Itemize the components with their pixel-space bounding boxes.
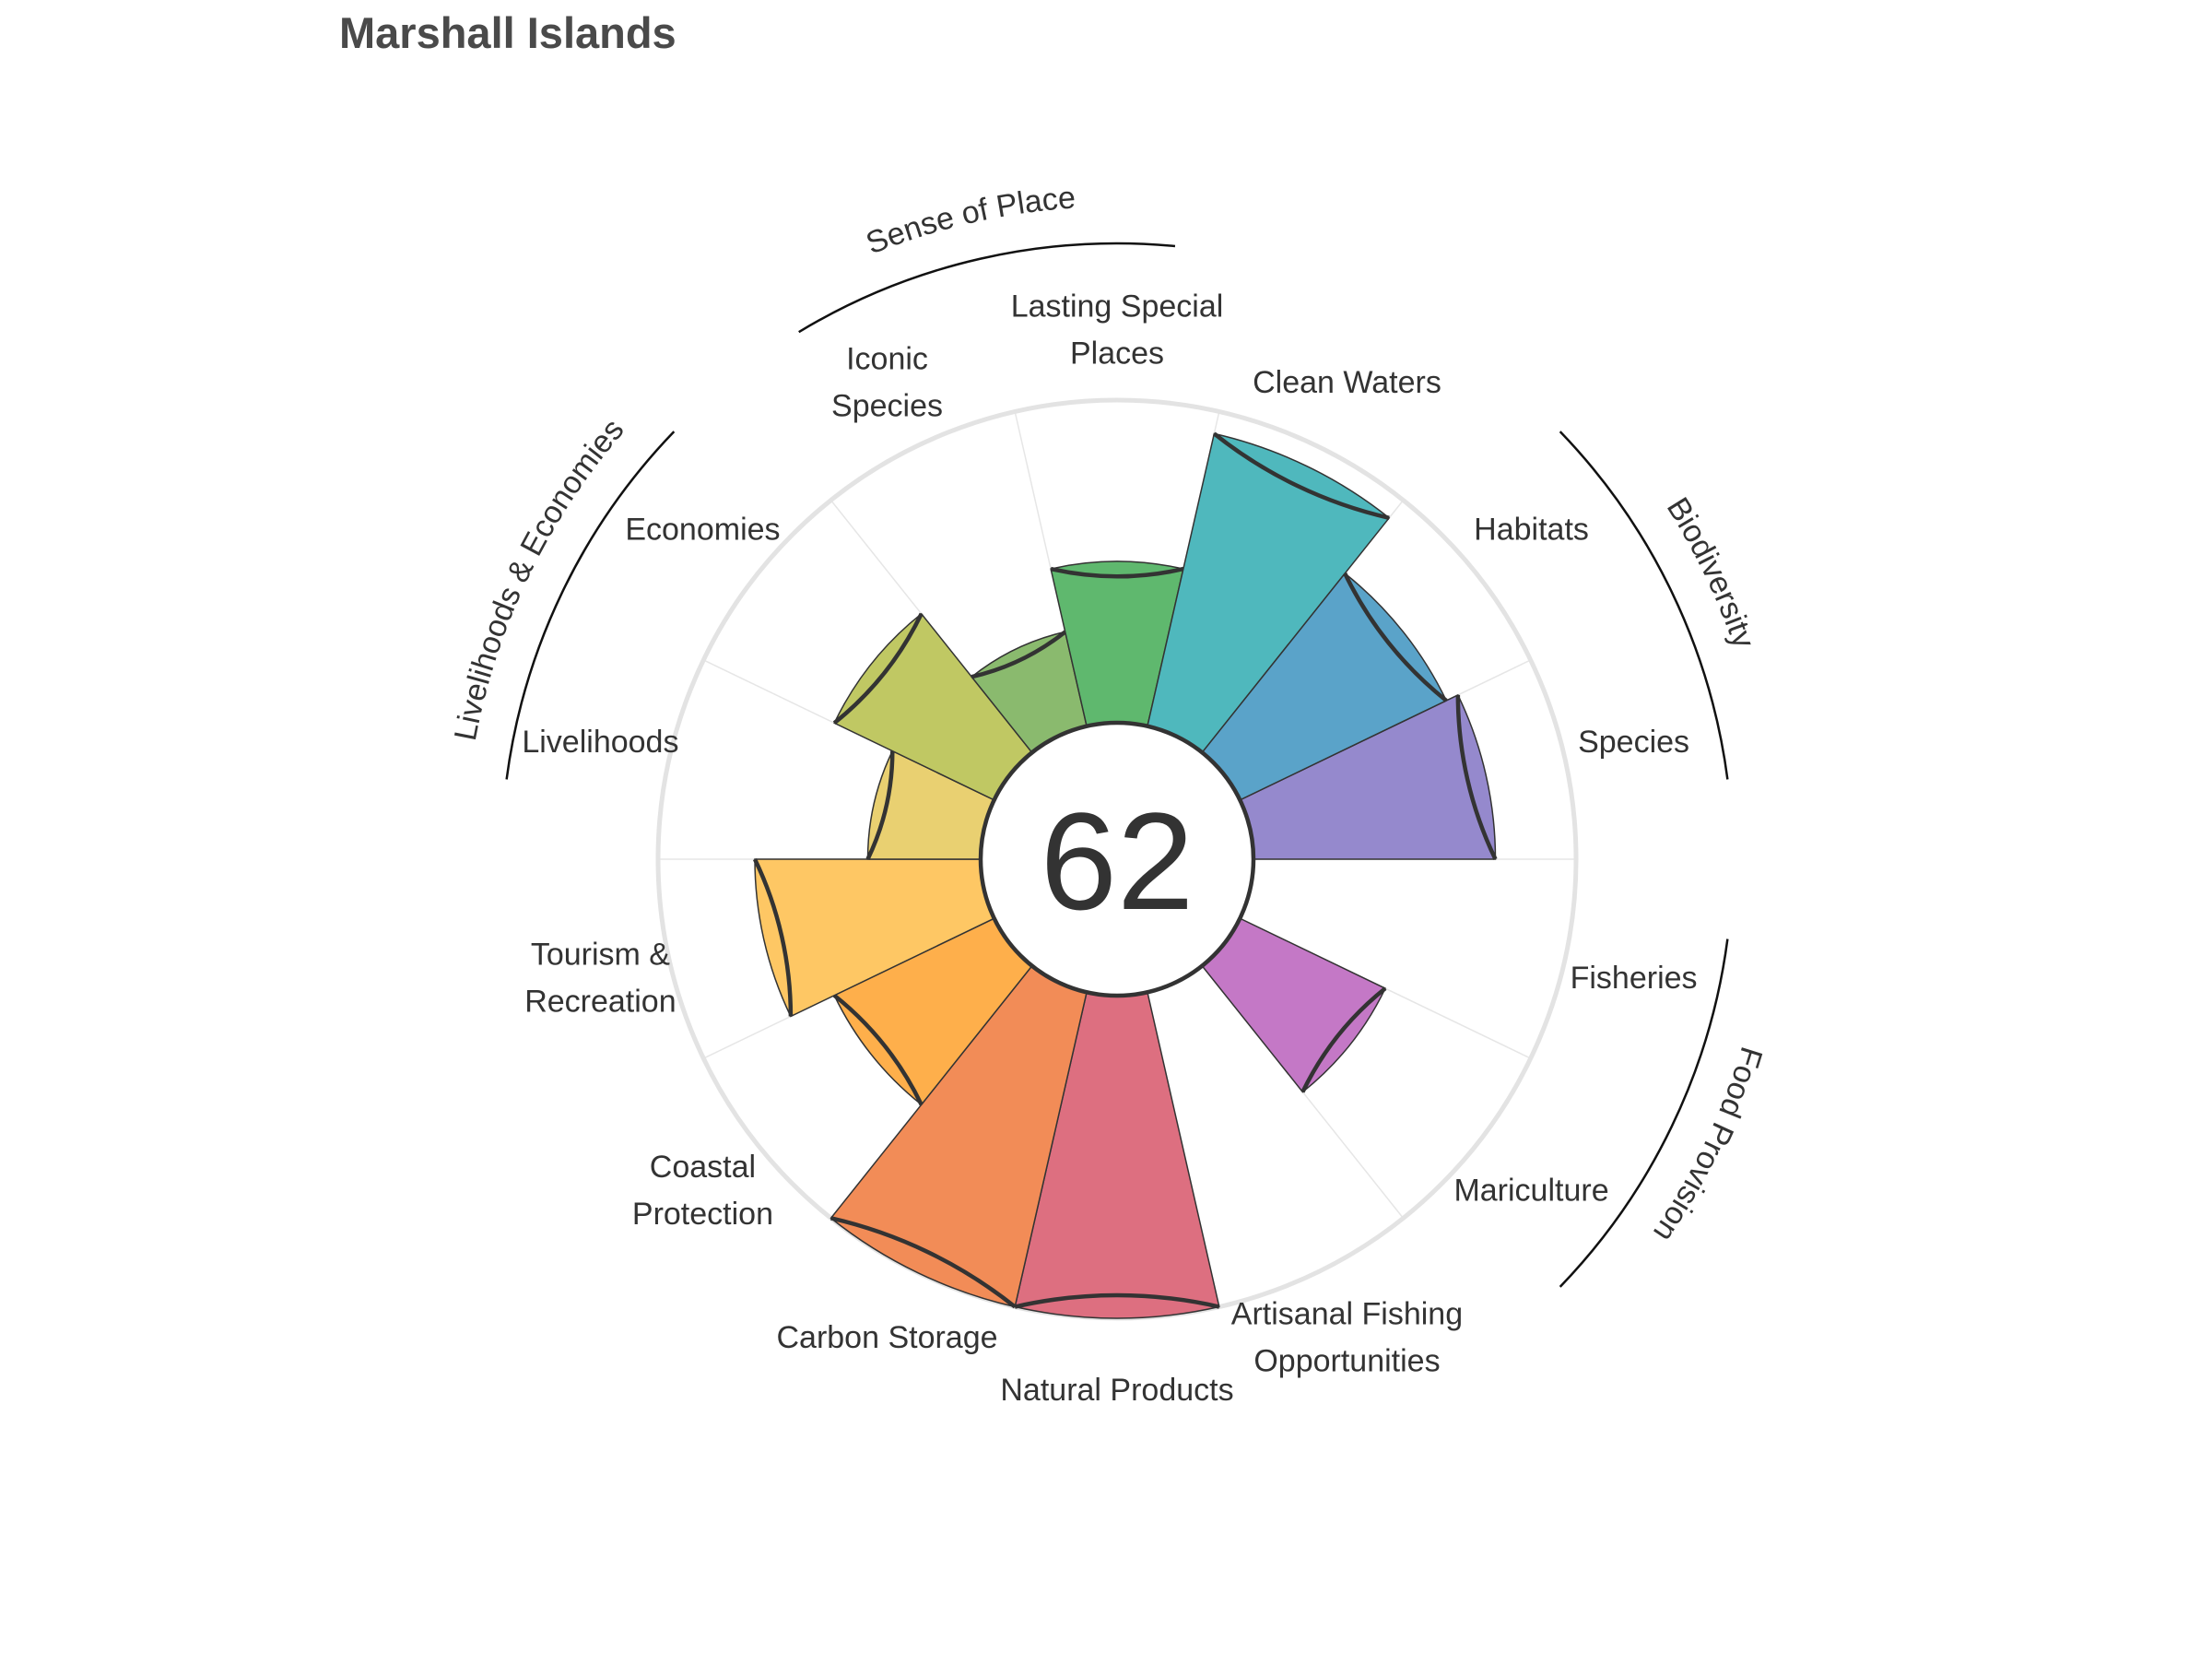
petal-edge-lasting-special-places bbox=[971, 630, 1067, 679]
petal-artisanal-fishing-opportunities bbox=[1201, 917, 1387, 1093]
group-label-sense-of-place: Sense of Place bbox=[862, 180, 1077, 261]
petal-edge-tourism-and-recreation bbox=[832, 993, 924, 1106]
group-arc-sense-of-place bbox=[798, 242, 1176, 334]
group-label-livelihoods-and-economies: Livelihoods & Economies bbox=[448, 412, 630, 743]
petal-edge-carbon-storage bbox=[1014, 1292, 1220, 1309]
center-disc bbox=[978, 720, 1256, 998]
petal-edge-habitats bbox=[1212, 431, 1390, 520]
petal-edge-species bbox=[1343, 572, 1448, 702]
axis-label-habitats: Habitats bbox=[1474, 512, 1589, 547]
petal-edge-clean-waters bbox=[1050, 566, 1184, 579]
group-arc-livelihoods-and-economies bbox=[505, 431, 676, 780]
group-label-food-provision: Food Provision bbox=[1646, 1043, 1769, 1248]
overall-score: 62 bbox=[1041, 784, 1194, 938]
petal-edge-iconic-species bbox=[832, 612, 924, 726]
group-label-biodiversity: Biodiversity bbox=[1660, 491, 1761, 653]
axis-label-lasting-special-places: Lasting Special Places bbox=[1011, 289, 1224, 372]
axis-label-coastal-protection: Coastal Protection bbox=[632, 1150, 773, 1232]
chart-title: Marshall Islands bbox=[339, 8, 677, 57]
axis-label-clean-waters: Clean Waters bbox=[1253, 365, 1441, 400]
axis-label-natural-products: Natural Products bbox=[1000, 1373, 1233, 1408]
petal-edge-coastal-protection bbox=[830, 1216, 1017, 1309]
axis-label-iconic-species: Iconic Species bbox=[831, 341, 943, 423]
petal-edge-fisheries bbox=[1455, 694, 1498, 860]
axis-label-carbon-storage: Carbon Storage bbox=[776, 1320, 997, 1355]
petal-edge-economies bbox=[865, 750, 895, 860]
petal-edge-livelihoods bbox=[752, 858, 794, 1017]
axis-label-economies: Economies bbox=[625, 512, 780, 547]
axis-label-livelihoods: Livelihoods bbox=[522, 725, 678, 760]
axis-label-species: Species bbox=[1578, 725, 1689, 760]
group-arc-biodiversity bbox=[1559, 431, 1729, 780]
petal-edge-artisanal-fishing-opportunities bbox=[1300, 986, 1387, 1093]
axis-label-mariculture: Mariculture bbox=[1453, 1174, 1608, 1209]
axis-label-fisheries: Fisheries bbox=[1571, 961, 1698, 996]
axis-label-tourism-and-recreation: Tourism & Recreation bbox=[524, 937, 676, 1019]
axis-label-artisanal-fishing-opportunities: Artisanal Fishing Opportunities bbox=[1231, 1297, 1463, 1379]
group-arc-food-provision bbox=[1559, 938, 1729, 1288]
